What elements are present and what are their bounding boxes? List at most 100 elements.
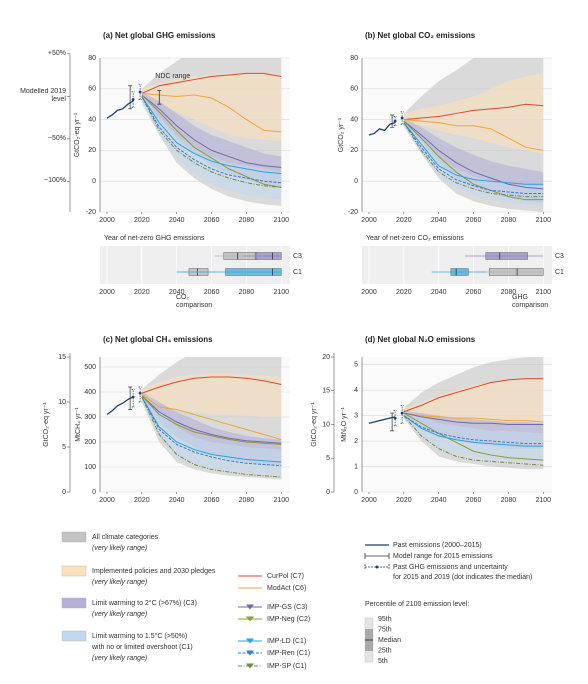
x-tick-label: 2080	[239, 497, 255, 504]
y2-tick-label: 10	[58, 399, 66, 406]
legend-marker	[246, 604, 254, 610]
x-tick-label: 2000	[361, 497, 377, 504]
plot-content	[403, 58, 544, 212]
y2-axis-label: GtCO₂-eq yr⁻¹	[311, 402, 318, 447]
y2-tick-label: 10	[322, 421, 330, 428]
legend-note: (very likely range)	[92, 655, 147, 662]
uncertainty-median	[393, 119, 397, 123]
series-line	[403, 122, 544, 195]
x-tick-label: 2000	[99, 497, 115, 504]
netzero-x-tick-label: 2100	[535, 289, 551, 296]
series-line	[403, 103, 544, 121]
y-tick-label: 60	[88, 86, 96, 93]
y-tick-label: 80	[350, 55, 358, 62]
y-tick-label: 80	[88, 55, 96, 62]
legend-label: Percentile of 2100 emission level:	[365, 601, 469, 608]
ndc-label: NDC range	[155, 73, 190, 80]
x-tick-label: 2060	[204, 217, 220, 224]
uncertainty-median	[400, 116, 404, 120]
netzero-x-tick-label: 2080	[501, 289, 517, 296]
x-tick-label: 2000	[361, 217, 377, 224]
netzero-box	[225, 268, 282, 276]
legend-label: IMP-SP (C1)	[267, 663, 307, 670]
legend-label: Limit warming to 2°C (>67%) (C3)	[92, 599, 197, 607]
netzero-box	[488, 268, 544, 276]
legend-model-range	[364, 553, 390, 559]
plot-content	[141, 357, 282, 480]
netzero-area	[362, 246, 552, 284]
series-line	[141, 395, 282, 445]
y2-tick-label: 5	[326, 455, 330, 462]
series-line	[141, 94, 282, 168]
y-axis-label: GtCO₂-eq yr⁻¹	[74, 112, 81, 157]
y-tick-label: -20	[348, 209, 358, 216]
y2-tick-label-box: −100%	[44, 177, 66, 185]
range-band	[403, 377, 544, 424]
series-line	[403, 120, 544, 201]
x-tick-label: 2020	[396, 217, 412, 224]
past-line	[106, 100, 134, 119]
legend-marker	[246, 616, 254, 622]
legend-label: 5th	[378, 658, 388, 665]
x-tick-label: 2000	[99, 217, 115, 224]
netzero-x-tick-label: 2040	[431, 289, 447, 296]
x-tick-label: 2100	[273, 217, 289, 224]
uncertainty-median	[131, 395, 135, 399]
y-tick-label: 20	[350, 147, 358, 154]
x-tick-label: 2020	[396, 497, 412, 504]
x-tick-label: 2060	[466, 217, 482, 224]
series-line	[141, 96, 282, 184]
plot-content	[403, 357, 544, 470]
netzero-x-tick-label: 2020	[134, 289, 150, 296]
series-line	[403, 122, 544, 185]
range-band	[141, 373, 282, 417]
series-line	[403, 412, 544, 461]
y-tick-label: 5	[354, 361, 358, 368]
legend-label: 95th	[378, 616, 392, 623]
legend-label: IMP-GS (C3)	[267, 604, 307, 611]
x-tick-label: 2060	[204, 497, 220, 504]
netzero-title: Year of net-zero CO₂ emissions	[366, 235, 464, 242]
y2-tick-label: −100%	[44, 177, 66, 185]
netzero-row-label: C1	[293, 269, 302, 276]
y-tick-label: 40	[88, 116, 96, 123]
series-line	[403, 412, 544, 425]
legend-label: for 2015 and 2019 (dot indicates the med…	[393, 574, 532, 581]
legend-note: (very likely range)	[92, 579, 147, 586]
series-line	[141, 396, 282, 463]
y-axis-label: GtCO₂ yr⁻¹	[338, 117, 345, 152]
y-tick-label: 60	[350, 86, 358, 93]
series-line	[403, 122, 544, 198]
x-tick-label: 2080	[239, 217, 255, 224]
y-tick-label: 2	[354, 438, 358, 445]
model-range	[128, 386, 133, 410]
y2-tick-label: 5	[62, 444, 66, 451]
netzero-x-tick-label: 2000	[99, 289, 115, 296]
series-line	[141, 396, 282, 478]
y-tick-label: 200	[84, 439, 96, 446]
legend-note: (very likely range)	[92, 545, 147, 552]
y2-tick-label: 0	[62, 489, 66, 496]
y-tick-label: 0	[92, 178, 96, 185]
netzero-x-tick-label: 2100	[273, 289, 289, 296]
uncertainty-median	[138, 391, 142, 395]
series-line	[403, 119, 544, 151]
y2-tick-label: 15	[58, 354, 66, 361]
plot-content	[141, 58, 282, 206]
netzero-area	[100, 246, 290, 284]
netzero-x-tick-label: 2060	[204, 289, 220, 296]
ndc-range	[157, 89, 162, 105]
legend-label: IMP-LD (C1)	[267, 638, 306, 645]
series-line	[403, 378, 544, 413]
uncertainty-median	[393, 416, 397, 420]
range-band	[141, 73, 282, 142]
series-line	[141, 396, 282, 467]
legend-swatch	[61, 630, 87, 642]
legend-note: (very likely range)	[92, 611, 147, 618]
y2-tick-label-box: Modelled 2019 level	[20, 88, 66, 103]
y-tick-label: 4	[354, 387, 358, 394]
y2-tick-label: 15	[322, 388, 330, 395]
netzero-x-tick-label: 2000	[361, 289, 377, 296]
uncertainty-bar	[393, 116, 397, 127]
